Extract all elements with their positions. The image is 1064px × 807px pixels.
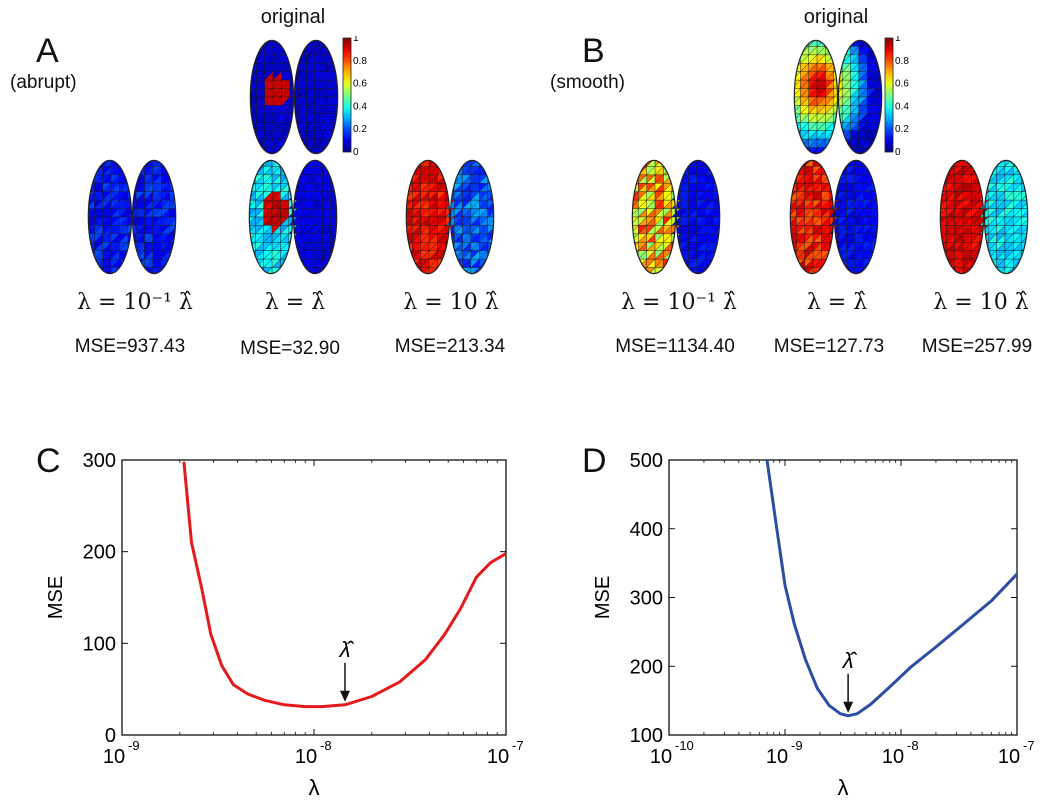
panel-a-mse-opt: MSE=32.90: [240, 338, 340, 359]
panel-b-map-low: [630, 158, 722, 281]
panel-b-original-map: [792, 38, 884, 161]
y-tick-label: 200: [83, 542, 116, 564]
x-tick-label: 10: [998, 746, 1020, 768]
colorbar-tick-label: 0.8: [895, 56, 909, 67]
y-axis-label: MSE: [45, 576, 67, 619]
panel-a-condition: (abrupt): [10, 72, 77, 93]
hemisphere-outline: [131, 159, 177, 275]
annotation-arrow-head: [339, 690, 350, 702]
hemisphere-outline: [675, 159, 721, 275]
panel-a-colorbar: 1 0.8 0.6 0.4 0.2 0: [341, 33, 381, 163]
colorbar-tick-label: 0.4: [353, 101, 367, 112]
x-tick-exponent: -7: [512, 738, 524, 753]
hemisphere-outline: [449, 159, 495, 275]
hemisphere-outline: [939, 159, 985, 275]
x-tick-label: 10: [766, 746, 788, 768]
colorbar-tick-label: 0.6: [353, 79, 367, 90]
x-tick-label: 10: [650, 746, 672, 768]
hemisphere-outline: [249, 39, 295, 155]
x-tick-exponent: -9: [791, 738, 803, 753]
x-tick-label: 10: [882, 746, 904, 768]
hemisphere-outline: [292, 159, 338, 275]
panel-a-map-high: [404, 158, 496, 281]
y-tick-label: 100: [83, 633, 116, 655]
x-tick-label: 10: [103, 746, 125, 768]
panel-a-original-map: [248, 38, 340, 161]
panel-a-lambda-low: λ = 10⁻¹ λ̂: [77, 290, 193, 315]
panel-b-lambda-high: λ = 10 λ̂: [933, 290, 1029, 315]
hemisphere-outline: [631, 159, 677, 275]
hemisphere-outline: [87, 159, 133, 275]
panel-b-mse-low: MSE=1134.40: [615, 336, 735, 357]
panel-b-colorbar: 1 0.8 0.6 0.4 0.2 0: [883, 33, 923, 163]
colorbar-tick-label: 1: [895, 36, 901, 44]
colorbar-tick-label: 0.8: [353, 56, 367, 67]
panel-a-mse-high: MSE=213.34: [394, 336, 506, 357]
colorbar-gradient: [342, 37, 352, 153]
panel-b-map-high: [938, 158, 1030, 281]
y-tick-label: 500: [630, 450, 663, 472]
series-line: [182, 461, 506, 709]
plot-frame: [121, 459, 507, 736]
x-tick-exponent: -8: [907, 738, 919, 753]
panel-b-map-opt: [788, 158, 880, 281]
hemisphere-outline: [405, 159, 451, 275]
colorbar-tick-label: 0.6: [895, 79, 909, 90]
x-tick-label: 10: [487, 746, 509, 768]
colorbar-tick-label: 0.2: [895, 124, 909, 135]
x-tick-exponent: -8: [320, 738, 332, 753]
x-tick-exponent: -9: [128, 738, 140, 753]
y-tick-label: 200: [630, 656, 663, 678]
panel-a-map-opt: [247, 158, 339, 281]
panel-a-lambda-opt: λ = λ̂: [264, 290, 326, 315]
hemisphere-outline: [833, 159, 879, 275]
panel-a-original-label: original: [260, 6, 326, 28]
y-tick-label: 300: [83, 450, 116, 472]
x-axis-label: λ: [838, 775, 849, 800]
y-axis-label: MSE: [592, 576, 614, 619]
panel-c-letter: C: [36, 442, 61, 480]
colorbar-tick-label: 0.2: [353, 124, 367, 135]
colorbar-gradient: [884, 37, 894, 153]
hemisphere-outline: [293, 39, 339, 155]
panel-a-letter: A: [36, 32, 59, 70]
panel-d-letter: D: [582, 442, 607, 480]
series-line: [765, 460, 1017, 718]
x-axis-label: λ: [309, 775, 320, 800]
y-tick-label: 100: [630, 725, 663, 747]
hemisphere-outline: [248, 159, 294, 275]
panel-a-map-low: [86, 158, 178, 281]
panel-b-original-label: original: [803, 6, 869, 28]
colorbar-tick-label: 1: [353, 36, 359, 44]
panel-b-mse-high: MSE=257.99: [921, 336, 1033, 357]
colorbar-tick-label: 0.4: [895, 101, 909, 112]
hemisphere-outline: [789, 159, 835, 275]
hemisphere-outline: [793, 39, 839, 155]
y-tick-label: 300: [630, 588, 663, 610]
annotation-arrow-head: [843, 701, 854, 713]
panel-b-mse-opt: MSE=127.73: [773, 336, 885, 357]
hemisphere-outline: [837, 39, 883, 155]
x-tick-label: 10: [295, 746, 317, 768]
panel-a-mse-low: MSE=937.43: [74, 336, 186, 357]
y-tick-label: 400: [630, 519, 663, 541]
panel-b-lambda-low: λ = 10⁻¹ λ̂: [621, 290, 737, 315]
colorbar-tick-label: 0: [353, 147, 359, 158]
panel-b-condition: (smooth): [550, 72, 625, 93]
y-tick-label: 0: [105, 725, 116, 747]
x-tick-exponent: -10: [675, 738, 694, 753]
hemisphere-outline: [983, 159, 1029, 275]
panel-b-letter: B: [582, 32, 605, 70]
x-tick-exponent: -7: [1023, 738, 1035, 753]
panel-a-lambda-high: λ = 10 λ̂: [403, 290, 499, 315]
panel-b-lambda-opt: λ = λ̂: [806, 290, 868, 315]
colorbar-tick-label: 0: [895, 147, 901, 158]
plot-frame: [668, 459, 1018, 736]
